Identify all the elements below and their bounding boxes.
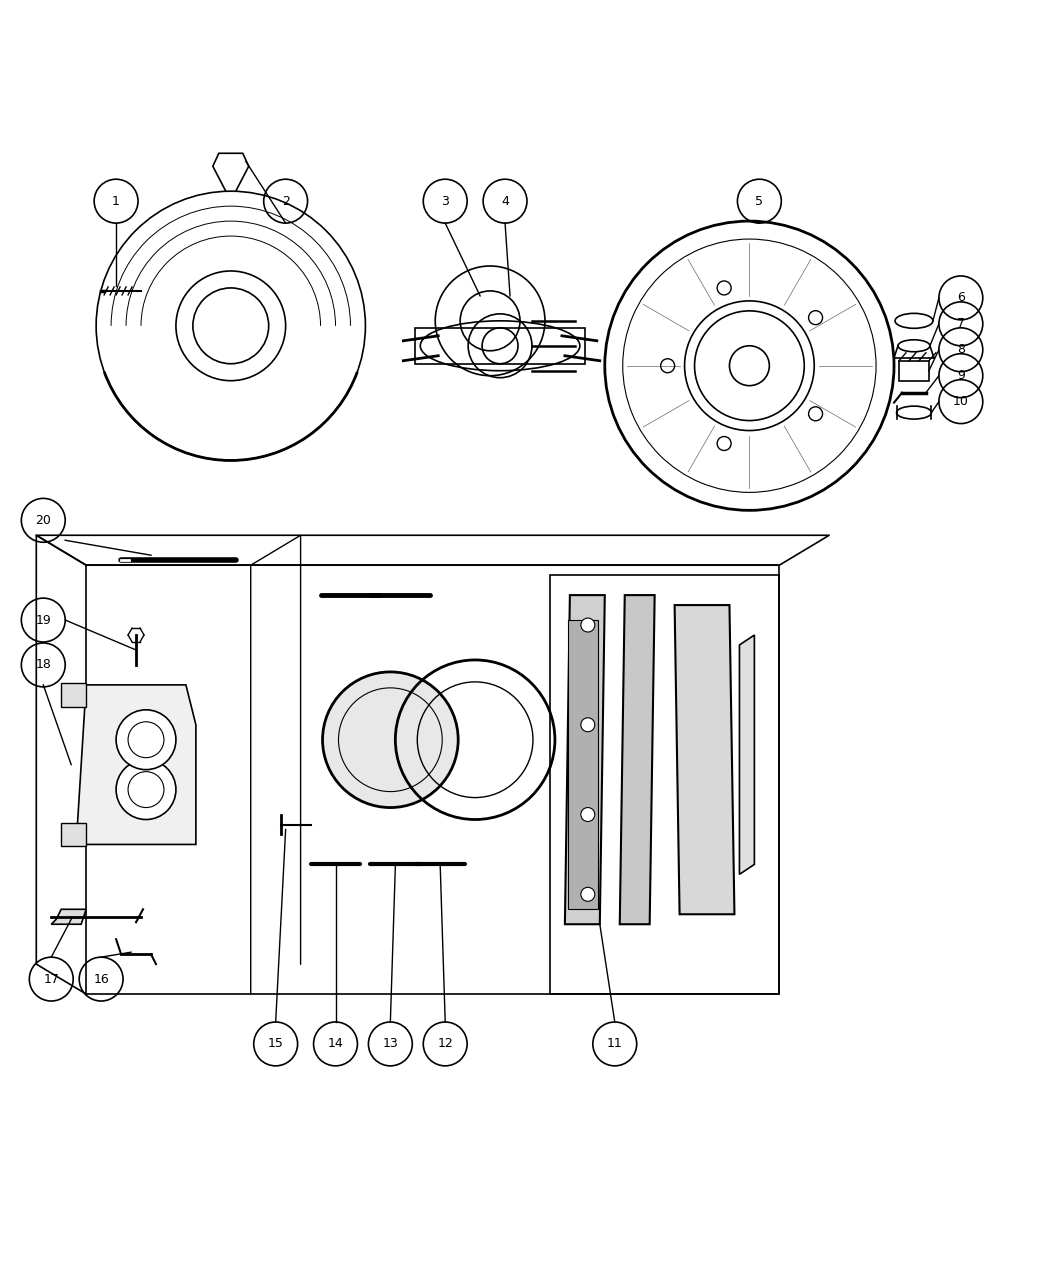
Bar <box>568 620 597 909</box>
Polygon shape <box>213 153 249 191</box>
Text: 12: 12 <box>438 1038 454 1051</box>
Circle shape <box>117 710 176 770</box>
Polygon shape <box>77 685 196 844</box>
Polygon shape <box>565 595 605 924</box>
Text: 13: 13 <box>382 1038 398 1051</box>
Circle shape <box>717 280 731 295</box>
Text: 8: 8 <box>957 343 965 356</box>
Circle shape <box>581 618 594 632</box>
Text: 15: 15 <box>268 1038 284 1051</box>
Text: 1: 1 <box>112 195 120 208</box>
Circle shape <box>660 358 674 372</box>
Polygon shape <box>620 595 654 924</box>
Circle shape <box>581 887 594 901</box>
Text: 2: 2 <box>281 195 290 208</box>
Bar <box>899 361 929 381</box>
Circle shape <box>322 672 458 807</box>
Text: 5: 5 <box>755 195 763 208</box>
Text: 18: 18 <box>36 658 51 672</box>
Bar <box>550 575 779 994</box>
Circle shape <box>581 718 594 732</box>
Text: 4: 4 <box>501 195 509 208</box>
Polygon shape <box>739 635 754 875</box>
Text: 14: 14 <box>328 1038 343 1051</box>
Text: 17: 17 <box>43 973 59 986</box>
Text: 7: 7 <box>957 317 965 330</box>
Text: 16: 16 <box>93 973 109 986</box>
Text: 19: 19 <box>36 613 51 626</box>
Text: 9: 9 <box>957 370 965 382</box>
Text: 6: 6 <box>957 292 965 305</box>
Bar <box>61 683 86 706</box>
Circle shape <box>117 760 176 820</box>
Circle shape <box>808 311 822 325</box>
Text: 20: 20 <box>36 514 51 527</box>
Text: 3: 3 <box>441 195 449 208</box>
Text: 10: 10 <box>953 395 969 408</box>
Circle shape <box>808 407 822 421</box>
Circle shape <box>581 807 594 821</box>
Polygon shape <box>51 909 86 924</box>
Circle shape <box>717 436 731 450</box>
Text: 11: 11 <box>607 1038 623 1051</box>
Bar <box>61 822 86 847</box>
Polygon shape <box>674 606 734 914</box>
